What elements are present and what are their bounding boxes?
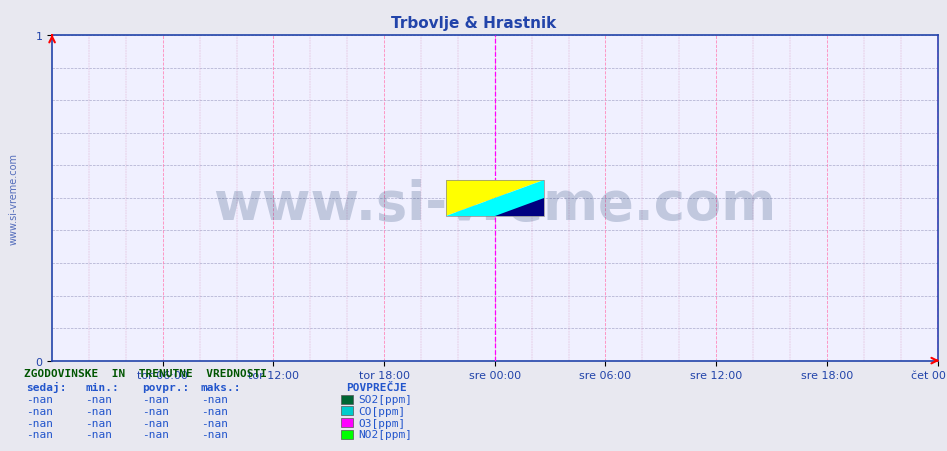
Text: Trbovlje & Hrastnik: Trbovlje & Hrastnik: [391, 16, 556, 31]
Text: min.:: min.:: [85, 382, 119, 392]
Text: -nan: -nan: [201, 406, 228, 416]
Text: -nan: -nan: [142, 429, 170, 439]
Polygon shape: [446, 180, 544, 216]
Text: povpr.:: povpr.:: [142, 382, 189, 392]
Text: -nan: -nan: [27, 394, 54, 404]
Text: -nan: -nan: [27, 406, 54, 416]
Text: -nan: -nan: [142, 418, 170, 428]
Text: SO2[ppm]: SO2[ppm]: [358, 394, 412, 404]
Text: -nan: -nan: [201, 429, 228, 439]
Text: -nan: -nan: [142, 406, 170, 416]
Text: O3[ppm]: O3[ppm]: [358, 418, 405, 428]
Text: -nan: -nan: [85, 418, 113, 428]
Text: NO2[ppm]: NO2[ppm]: [358, 429, 412, 439]
Text: www.si-vreme.com: www.si-vreme.com: [213, 179, 777, 231]
Text: POVPREČJE: POVPREČJE: [346, 382, 406, 392]
Text: -nan: -nan: [85, 429, 113, 439]
Text: -nan: -nan: [201, 394, 228, 404]
Bar: [446, 180, 544, 216]
Polygon shape: [495, 198, 544, 216]
Polygon shape: [446, 180, 544, 216]
Text: CO[ppm]: CO[ppm]: [358, 406, 405, 416]
Text: sedaj:: sedaj:: [27, 381, 67, 392]
Text: www.si-vreme.com: www.si-vreme.com: [9, 152, 18, 244]
Text: -nan: -nan: [85, 394, 113, 404]
Text: -nan: -nan: [201, 418, 228, 428]
Text: -nan: -nan: [27, 418, 54, 428]
Text: -nan: -nan: [85, 406, 113, 416]
Text: ZGODOVINSKE  IN  TRENUTNE  VREDNOSTI: ZGODOVINSKE IN TRENUTNE VREDNOSTI: [24, 368, 267, 378]
Text: maks.:: maks.:: [201, 382, 241, 392]
Text: -nan: -nan: [27, 429, 54, 439]
Text: -nan: -nan: [142, 394, 170, 404]
